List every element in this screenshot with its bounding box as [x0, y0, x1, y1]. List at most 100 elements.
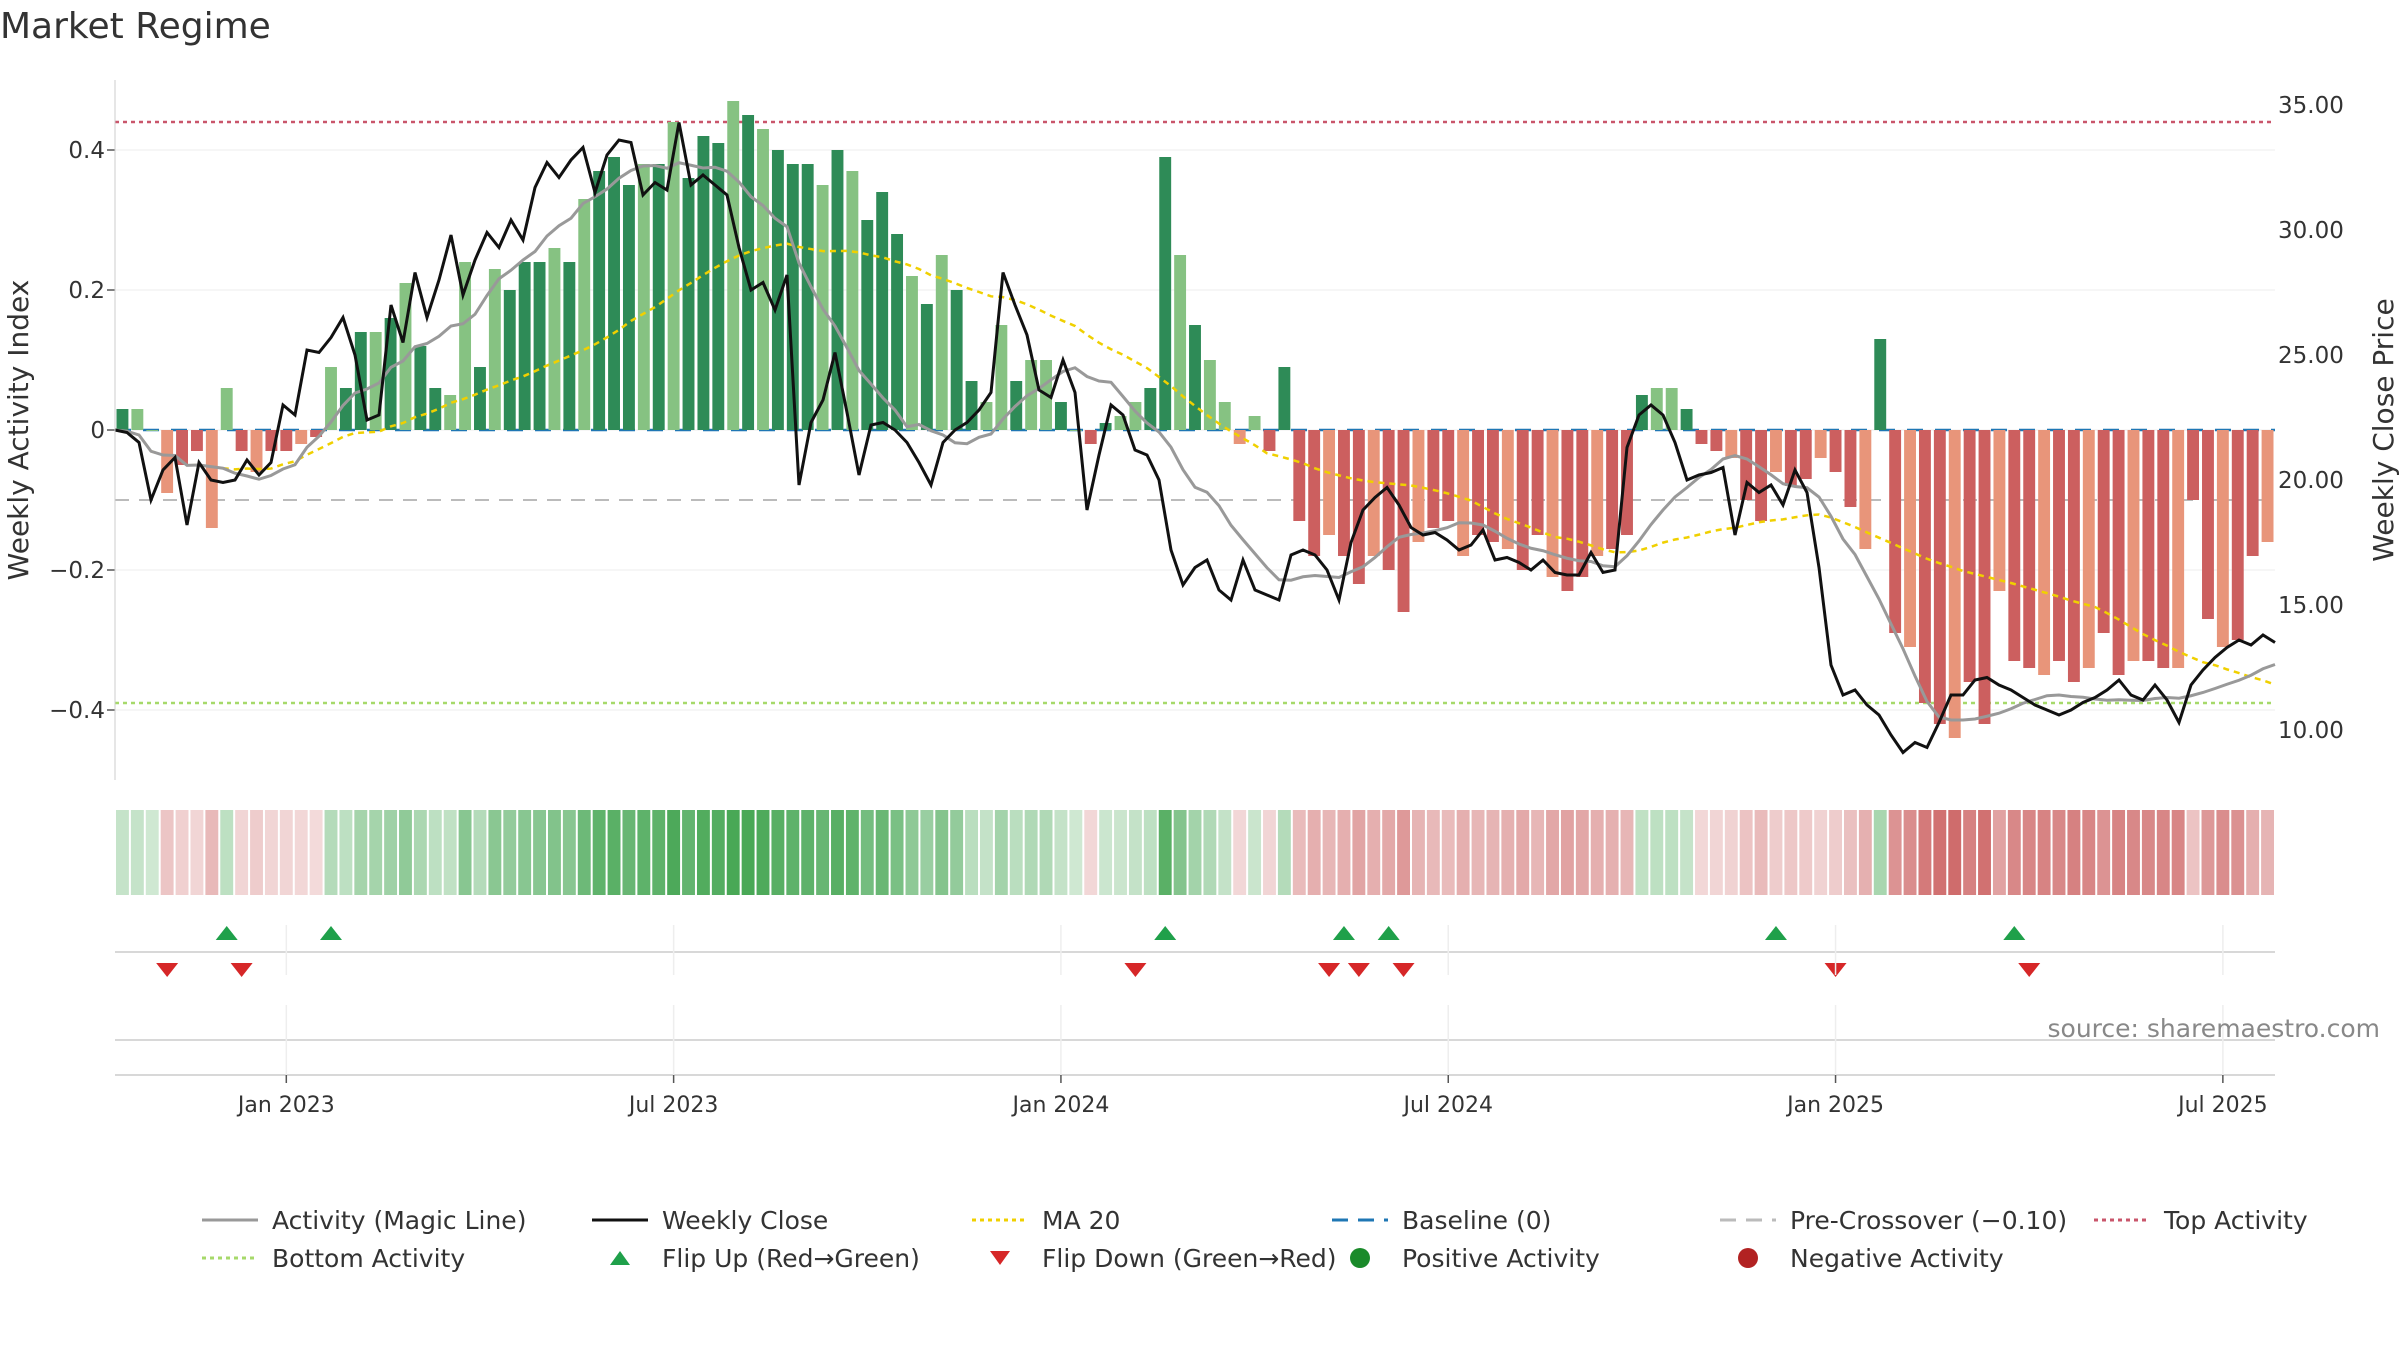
legend-swatch [1332, 1218, 1388, 1222]
activity-bar [1382, 430, 1395, 570]
legend-swatch [610, 1251, 630, 1265]
regime-cell [413, 810, 427, 895]
activity-bar [831, 150, 844, 430]
regime-cell [741, 810, 755, 895]
regime-cell [250, 810, 263, 895]
regime-cell [1844, 810, 1857, 895]
regime-cell [1709, 810, 1723, 895]
regime-cell [2007, 810, 2021, 895]
regime-cell [1292, 810, 1306, 895]
ma20-line [114, 242, 2276, 686]
regime-cell [145, 810, 159, 895]
activity-bar [1576, 430, 1589, 577]
regime-cell [354, 810, 368, 895]
activity-bar [920, 304, 933, 430]
regime-cell [1173, 810, 1187, 895]
activity-bar [2067, 430, 2080, 682]
regime-cell [2082, 810, 2096, 895]
legend-label: Activity (Magic Line) [272, 1205, 527, 1235]
regime-cell [875, 810, 889, 895]
flip-down-marker [156, 963, 179, 977]
legend-label: Flip Up (Red→Green) [662, 1243, 920, 1273]
activity-bar [2097, 430, 2110, 633]
activity-bar [2202, 430, 2214, 619]
regime-cell [1784, 810, 1798, 895]
regime-cell [1188, 810, 1202, 895]
activity-bar [1829, 430, 1842, 472]
legend-item-baseline-0: Baseline (0) [1330, 1205, 1551, 1235]
regime-cell [1963, 810, 1977, 895]
activity-bar [1516, 430, 1529, 570]
lines [114, 122, 2276, 755]
activity-bar [2112, 430, 2125, 675]
regime-cell [399, 810, 412, 895]
regime-cell [622, 810, 636, 895]
activity-bar [1755, 430, 1768, 521]
regime-cell [1248, 810, 1262, 895]
activity-bar [771, 150, 784, 430]
activity-bar [682, 178, 695, 430]
legend-swatch [202, 1256, 258, 1260]
y-left-tick-label: 0.2 [68, 278, 105, 304]
regime-cell [264, 810, 278, 895]
activity-bar [593, 171, 606, 430]
activity-bar [1174, 255, 1187, 430]
y-left-tick-label: 0 [90, 418, 105, 444]
activity-bars [116, 101, 2274, 738]
activity-bar [622, 185, 635, 430]
regime-cell [1665, 810, 1679, 895]
legend-label: Pre-Crossover (−0.10) [1790, 1205, 2068, 1235]
activity-bar [339, 388, 352, 430]
activity-bar [1472, 430, 1484, 535]
regime-cell [994, 810, 1008, 895]
regime-cell [905, 810, 919, 895]
legend-label: Flip Down (Green→Red) [1042, 1243, 1337, 1273]
flip-up-marker [1332, 926, 1355, 940]
x-tick-label: Jul 2025 [2176, 1093, 2268, 1118]
activity-bar [1308, 430, 1321, 556]
flip-up-marker [1764, 926, 1787, 940]
flip-up-marker [1377, 926, 1400, 940]
weekly-close-line [114, 122, 2276, 755]
regime-cell [1114, 810, 1127, 895]
regime-cell [488, 810, 502, 895]
regime-cell [473, 810, 487, 895]
regime-cell [369, 810, 383, 895]
regime-cell [860, 810, 874, 895]
activity-bar [697, 136, 710, 430]
activity-bar [637, 164, 650, 430]
activity-bar [1844, 430, 1857, 507]
regime-cell [2052, 810, 2066, 895]
flip-down-marker [1347, 963, 1370, 977]
legend-item-weekly-close: Weekly Close [590, 1205, 828, 1235]
regime-cell [1382, 810, 1396, 895]
regime-cell [533, 810, 546, 895]
regime-cell [1069, 810, 1083, 895]
activity-bar [533, 262, 546, 430]
legend-item-top-activity: Top Activity [2092, 1205, 2308, 1235]
y-right-tick-label: 20.00 [2278, 468, 2344, 494]
regime-cell [1277, 810, 1291, 895]
regime-cell [130, 810, 144, 895]
activity-bar [2038, 430, 2051, 675]
activity-bar [2246, 430, 2259, 556]
activity-bar [2157, 430, 2170, 668]
regime-cell [294, 810, 308, 895]
timeline-axis: Jan 2023 Jul 2023 Jan 2024 Jul 2024 Jan 2025… [115, 925, 2275, 1118]
activity-bar [295, 430, 308, 444]
activity-bar [1159, 157, 1172, 430]
activity-bar [1084, 430, 1097, 444]
regime-cell [831, 810, 844, 895]
regime-cell [1873, 810, 1887, 895]
legend-item-negative-activity: Negative Activity [1718, 1243, 2004, 1273]
regime-cell [1814, 810, 1828, 895]
regime-cell [1769, 810, 1783, 895]
activity-bar [1054, 402, 1067, 430]
activity-bar [459, 262, 472, 430]
regime-cell [592, 810, 606, 895]
regime-cell [2127, 810, 2140, 895]
y-left-tick-label: 0.4 [68, 138, 105, 164]
regime-cell [1992, 810, 2006, 895]
activity-bar [846, 171, 859, 430]
legend-swatch [972, 1218, 1028, 1222]
